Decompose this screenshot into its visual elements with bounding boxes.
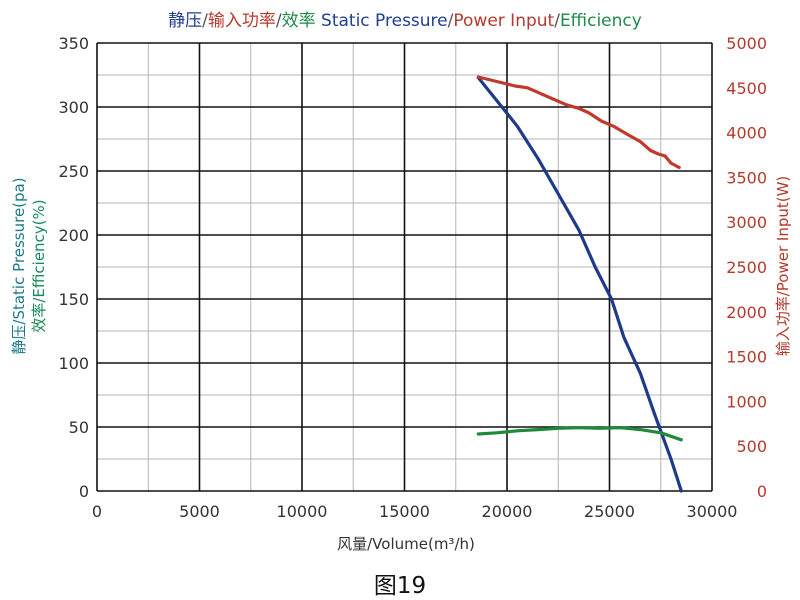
y-right-tick-label: 0: [757, 482, 767, 501]
title-segment: Efficiency: [560, 11, 642, 31]
y-right-axis-label: 输入功率/Power Input(W): [774, 176, 792, 357]
x-axis-ticks: 0 5000 10000 15000 20000 25000 30000: [92, 502, 738, 521]
title-segment: /: [202, 11, 208, 31]
y-right-tick-label: 1500: [726, 348, 767, 367]
y-right-tick-label: 3500: [726, 168, 767, 187]
x-tick-label: 30000: [687, 502, 738, 521]
title-segment: 输入功率: [208, 11, 276, 31]
x-tick-label: 20000: [482, 502, 533, 521]
y-left-tick-label: 100: [58, 354, 89, 373]
series-line-efficiency: [476, 426, 683, 442]
y-left-tick-label: 250: [58, 162, 89, 181]
figure-caption: 图19: [373, 573, 427, 599]
y-left-axis-label-efficiency: 效率/Efficiency(%): [30, 199, 48, 332]
y-left-tick-label: 200: [58, 226, 89, 245]
y-right-axis-ticks: 0 500 1000 1500 2000 2500 3000 3500 4000 4500 5000: [726, 34, 767, 501]
y-right-tick-label: 4500: [726, 79, 767, 98]
x-tick-label: 10000: [277, 502, 328, 521]
y-right-tick-label: 2500: [726, 258, 767, 277]
title-segment: /: [448, 11, 454, 31]
series-lines: [476, 75, 683, 493]
title-segment: Static Pressure: [321, 11, 448, 31]
y-left-tick-label: 50: [69, 418, 89, 437]
title-segment: /: [554, 11, 560, 31]
y-right-tick-label: 4000: [726, 124, 767, 143]
y-left-axis-ticks: 0 50 100 150 200 250 300 350: [58, 34, 89, 501]
series-line-power: [476, 75, 681, 170]
title-segment: Power Input: [453, 11, 554, 31]
chart-title: 静压/输入功率/效率 Static Pressure/Power Input/E…: [168, 11, 642, 31]
title-segment: /: [276, 11, 282, 31]
y-left-tick-label: 300: [58, 98, 89, 117]
x-axis-label: 风量/Volume(m³/h): [337, 535, 475, 553]
x-tick-label: 15000: [379, 502, 430, 521]
y-right-tick-label: 1000: [726, 392, 767, 411]
y-left-axis-label: 静压/Static Pressure(pa): [10, 177, 28, 354]
title-segment: 效率: [282, 11, 321, 31]
y-right-tick-label: 3000: [726, 213, 767, 232]
y-right-tick-label: 5000: [726, 34, 767, 53]
x-tick-label: 0: [92, 502, 102, 521]
title-segment: 静压: [168, 11, 202, 31]
y-right-tick-label: 500: [736, 437, 767, 456]
y-left-tick-label: 0: [79, 482, 89, 501]
y-left-tick-label: 350: [58, 34, 89, 53]
y-left-tick-label: 150: [58, 290, 89, 309]
y-right-tick-label: 2000: [726, 303, 767, 322]
x-tick-label: 25000: [584, 502, 635, 521]
x-tick-label: 5000: [179, 502, 220, 521]
series-line-pressure: [476, 75, 683, 493]
